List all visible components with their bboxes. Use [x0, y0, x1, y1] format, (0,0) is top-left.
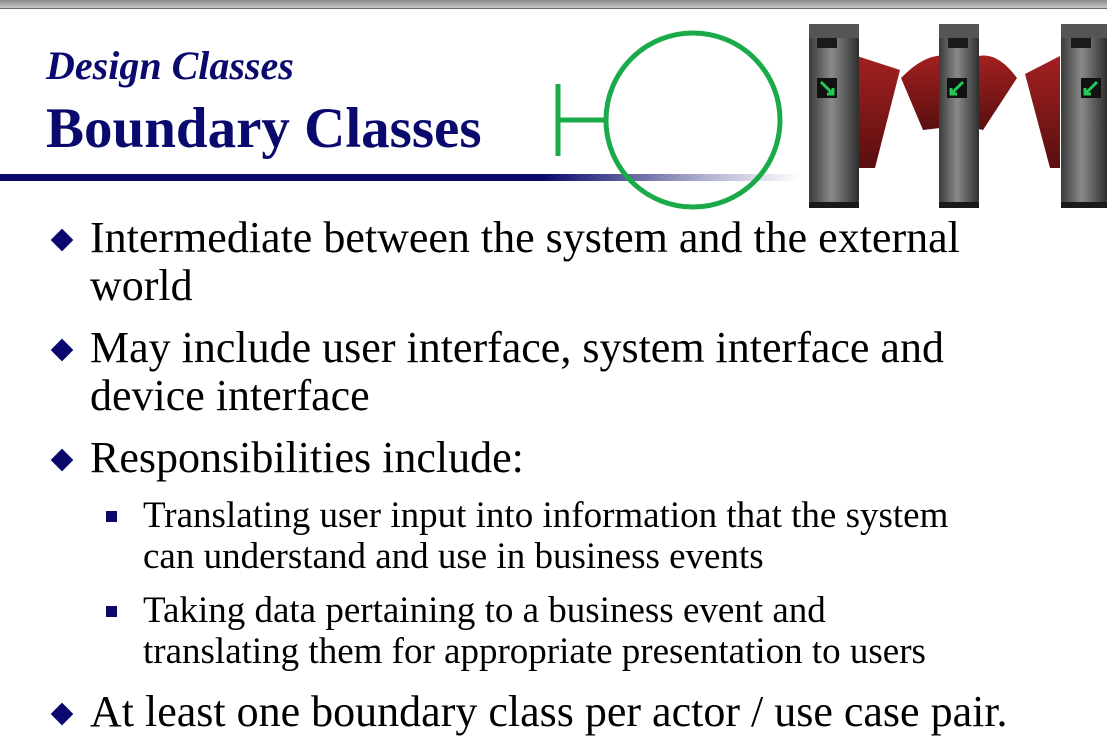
square-bullet-icon	[106, 511, 117, 522]
bullet-item: Responsibilities include:	[50, 433, 524, 482]
sub-bullet-line: translating them for appropriate present…	[143, 631, 926, 672]
sub-bullet-line: Translating user input into information …	[143, 495, 949, 536]
boundary-class-icon	[555, 30, 783, 210]
bullet-item: At least one boundary class per actor / …	[50, 687, 1008, 736]
title-underline	[0, 174, 800, 181]
diamond-bullet-icon	[50, 702, 74, 726]
bullet-line: Responsibilities include:	[90, 433, 524, 482]
diamond-bullet-icon	[50, 228, 74, 252]
sub-bullet-item: Translating user input into information …	[106, 495, 949, 577]
bullet-item: Intermediate between the system and the …	[50, 213, 960, 310]
turnstile-gates-image	[809, 24, 1107, 208]
diamond-bullet-icon	[50, 448, 74, 472]
top-border	[0, 0, 1107, 9]
bullet-line: At least one boundary class per actor / …	[90, 687, 1008, 736]
square-bullet-icon	[106, 606, 117, 617]
slide-title: Boundary Classes	[46, 97, 482, 160]
sub-bullet-item: Taking data pertaining to a business eve…	[106, 590, 926, 672]
sub-bullet-line: Taking data pertaining to a business eve…	[143, 590, 826, 631]
bullet-line: world	[90, 261, 193, 310]
diamond-bullet-icon	[50, 338, 74, 362]
bullet-line: May include user interface, system inter…	[90, 323, 944, 372]
bullet-item: May include user interface, system inter…	[50, 323, 944, 420]
slide-subtitle: Design Classes	[46, 43, 294, 88]
sub-bullet-line: can understand and use in business event…	[143, 536, 764, 577]
bullet-line: device interface	[90, 371, 370, 420]
bullet-line: Intermediate between the system and the …	[90, 213, 960, 262]
